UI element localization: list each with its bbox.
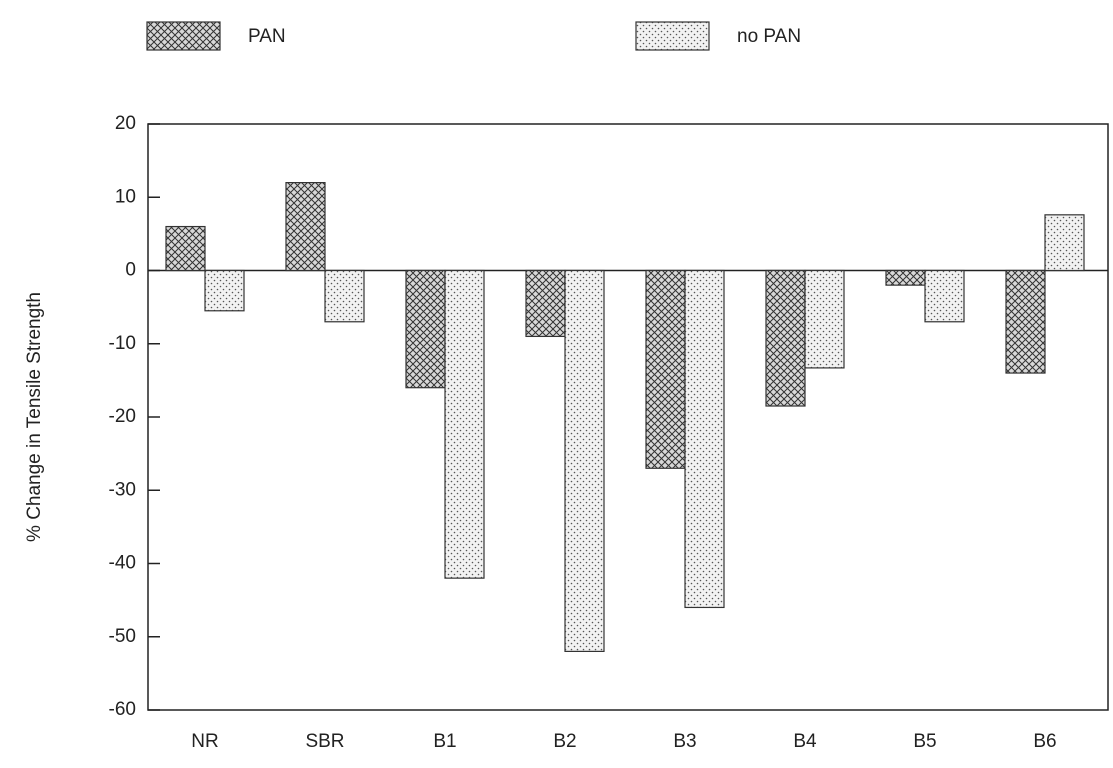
y-tick-label: -10	[109, 333, 136, 354]
x-tick-label: SBR	[305, 731, 344, 752]
legend-swatch	[146, 21, 221, 51]
y-tick-label: -60	[109, 699, 136, 720]
bar	[285, 182, 326, 272]
bar	[405, 269, 446, 389]
y-tick-label: -20	[109, 406, 136, 427]
bar	[885, 269, 926, 286]
y-tick-label: -30	[109, 479, 136, 500]
bar	[525, 269, 566, 338]
bar	[924, 269, 965, 323]
bar	[165, 225, 206, 272]
bar	[804, 269, 845, 369]
bar	[564, 269, 605, 652]
bar	[1044, 214, 1085, 272]
bar	[765, 269, 806, 407]
bar	[1005, 269, 1046, 374]
x-tick-label: B4	[793, 731, 817, 752]
bar	[324, 269, 365, 323]
bar	[684, 269, 725, 609]
legend-label: no PAN	[737, 26, 801, 47]
y-tick-label: 20	[115, 113, 136, 134]
y-axis-label: % Change in Tensile Strength	[24, 292, 45, 542]
x-tick-label: B2	[553, 731, 576, 752]
y-tick-label: -50	[109, 626, 136, 647]
bar	[444, 269, 485, 579]
x-tick-label: B6	[1033, 731, 1056, 752]
x-tick-label: B1	[433, 731, 456, 752]
y-tick-label: -40	[109, 553, 136, 574]
x-tick-label: NR	[191, 731, 218, 752]
x-tick-label: B3	[673, 731, 696, 752]
x-tick-label: B5	[913, 731, 936, 752]
y-tick-label: 10	[115, 186, 136, 207]
bar	[645, 269, 686, 469]
y-tick-label: 0	[125, 260, 136, 281]
legend-swatch	[635, 21, 710, 51]
bar	[204, 269, 245, 312]
legend-label: PAN	[248, 26, 286, 47]
